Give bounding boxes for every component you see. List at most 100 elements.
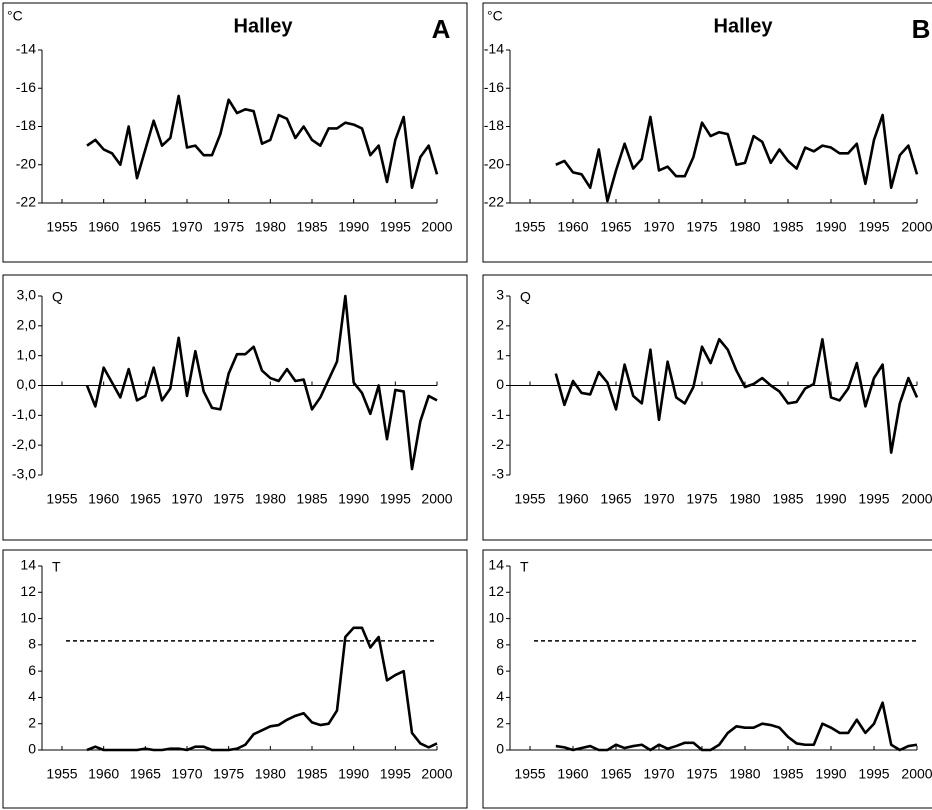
x-tick-label: 1990 <box>815 766 846 782</box>
x-tick-label: 1990 <box>815 219 846 235</box>
y-tick-label: 8 <box>28 636 36 652</box>
y-tick-label: 12 <box>20 583 36 599</box>
y-tick-label: 3,0 <box>17 287 37 303</box>
x-tick-label: 1985 <box>772 766 803 782</box>
y-tick-label: 0,0 <box>17 376 37 392</box>
y-tick-label: -22 <box>16 194 36 210</box>
x-tick-label: 1960 <box>88 766 119 782</box>
x-tick-label: 1970 <box>643 766 674 782</box>
y-tick-label: -20 <box>484 155 504 171</box>
y-tick-label: -16 <box>484 79 504 95</box>
x-tick-label: 1965 <box>130 219 161 235</box>
chart-title: Halley <box>714 15 774 37</box>
y-axis-label: Q <box>52 289 63 305</box>
x-tick-label: 2000 <box>901 766 932 782</box>
y-tick-label: 4 <box>28 688 36 704</box>
x-tick-label: 1960 <box>88 219 119 235</box>
y-tick-label: -14 <box>484 41 504 57</box>
x-tick-label: 2000 <box>901 219 932 235</box>
data-line <box>554 337 919 454</box>
y-tick-label: 2 <box>496 317 504 333</box>
y-tick-label: 14 <box>20 557 36 573</box>
x-tick-label: 1985 <box>296 219 327 235</box>
y-tick-label: 3 <box>496 287 504 303</box>
x-tick-label: 1975 <box>686 219 717 235</box>
y-tick-label: 6 <box>28 662 36 678</box>
x-tick-label: 1955 <box>514 491 545 507</box>
panel-border <box>482 2 932 263</box>
x-tick-label: 1980 <box>255 219 286 235</box>
x-tick-label: 1970 <box>643 219 674 235</box>
panel-border <box>482 549 932 809</box>
y-tick-label: -18 <box>16 117 36 133</box>
x-tick-label: 1980 <box>255 491 286 507</box>
y-tick-label: 0 <box>496 376 504 392</box>
y-tick-label: -1,0 <box>12 406 36 422</box>
x-tick-label: 1975 <box>213 491 244 507</box>
y-tick-label: -14 <box>16 41 36 57</box>
x-tick-label: 2000 <box>421 766 452 782</box>
x-tick-label: 1985 <box>772 219 803 235</box>
y-tick-label: 12 <box>488 583 504 599</box>
y-tick-label: -3,0 <box>12 466 36 482</box>
y-tick-label: 14 <box>488 557 504 573</box>
y-tick-label: 8 <box>496 636 504 652</box>
x-tick-label: 1985 <box>296 491 327 507</box>
x-tick-label: 1995 <box>858 491 889 507</box>
data-line <box>85 294 438 471</box>
panel-label: B <box>912 14 931 44</box>
x-tick-label: 1970 <box>171 766 202 782</box>
x-tick-label: 1995 <box>380 219 411 235</box>
data-line <box>555 701 918 752</box>
x-tick-label: 1990 <box>815 491 846 507</box>
y-tick-label: -1 <box>492 406 505 422</box>
chart-title: Halley <box>234 15 294 37</box>
y-axis-label: °C <box>7 8 23 24</box>
y-tick-label: 10 <box>20 609 36 625</box>
x-tick-label: 1960 <box>557 491 588 507</box>
y-tick-label: -16 <box>16 79 36 95</box>
y-tick-label: 2 <box>28 714 36 730</box>
data-line <box>86 94 439 189</box>
x-tick-label: 1990 <box>338 219 369 235</box>
x-tick-label: 1995 <box>858 219 889 235</box>
y-tick-label: 1 <box>496 346 504 362</box>
y-axis-label: Q <box>520 289 531 305</box>
x-tick-label: 1975 <box>213 219 244 235</box>
data-line <box>555 113 919 203</box>
y-tick-label: 0 <box>496 741 504 757</box>
x-tick-label: 1960 <box>88 491 119 507</box>
panel-border <box>2 549 468 809</box>
x-tick-label: 1980 <box>255 766 286 782</box>
y-tick-label: -20 <box>16 155 36 171</box>
y-tick-label: 4 <box>496 688 504 704</box>
panel-border <box>2 274 468 541</box>
y-tick-label: -18 <box>484 117 504 133</box>
y-tick-label: -2,0 <box>12 436 36 452</box>
x-tick-label: 1965 <box>600 766 631 782</box>
x-tick-label: 1965 <box>130 766 161 782</box>
x-tick-label: 1975 <box>686 491 717 507</box>
x-tick-label: 1985 <box>296 766 327 782</box>
panel-border <box>482 274 932 541</box>
y-axis-label: T <box>52 559 61 575</box>
x-tick-label: 1955 <box>514 219 545 235</box>
y-tick-label: -22 <box>484 194 504 210</box>
y-tick-label: 10 <box>488 609 504 625</box>
y-tick-label: 0 <box>28 741 36 757</box>
y-tick-label: 2 <box>496 714 504 730</box>
y-tick-label: -3 <box>492 466 505 482</box>
x-tick-label: 1965 <box>600 491 631 507</box>
x-tick-label: 1970 <box>171 219 202 235</box>
x-tick-label: 1990 <box>338 766 369 782</box>
x-tick-label: 1990 <box>338 491 369 507</box>
x-tick-label: 1995 <box>380 491 411 507</box>
x-tick-label: 1955 <box>46 491 77 507</box>
x-tick-label: 1980 <box>729 766 760 782</box>
y-axis-label: T <box>520 559 529 575</box>
x-tick-label: 2000 <box>421 491 452 507</box>
x-tick-label: 1955 <box>514 766 545 782</box>
x-tick-label: 1970 <box>643 491 674 507</box>
x-tick-label: 2000 <box>421 219 452 235</box>
